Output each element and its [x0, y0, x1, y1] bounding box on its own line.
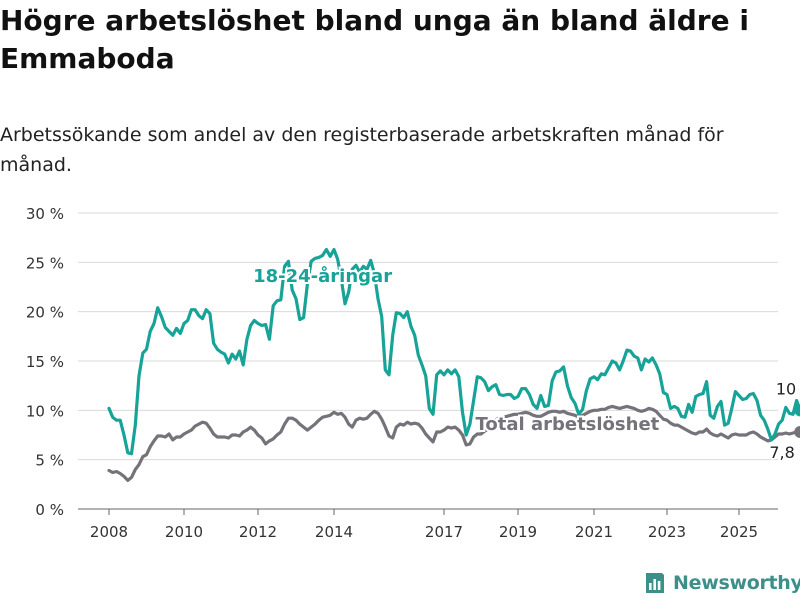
- y-tick-label: 20 %: [26, 304, 64, 322]
- y-tick-label: 15 %: [26, 353, 64, 371]
- x-axis: 2008 2010 2012 2014 2017 2019 2021 2023 2025: [90, 509, 758, 541]
- x-tick-label: 2019: [499, 523, 537, 541]
- total-end-value-label: 7,8 %: [769, 443, 800, 462]
- x-tick-label: 2010: [165, 523, 203, 541]
- x-tick-label: 2025: [720, 523, 758, 541]
- youth-end-value-label: 10 %: [776, 379, 800, 398]
- newsworthy-branding: Newsworthy: [643, 568, 800, 598]
- total-series-label: Total arbetslöshet: [476, 414, 660, 435]
- x-tick-label: 2014: [315, 523, 353, 541]
- youth-series-label: 18-24-åringar: [253, 265, 392, 287]
- x-tick-label: 2012: [239, 523, 277, 541]
- y-tick-label: 5 %: [35, 452, 64, 470]
- x-tick-label: 2017: [425, 523, 463, 541]
- newsworthy-logo-icon: [646, 573, 664, 593]
- total-end-point: [794, 426, 800, 439]
- gridlines: [78, 212, 778, 510]
- youth-end-point: [794, 404, 800, 417]
- x-tick-label: 2008: [90, 523, 128, 541]
- brand-name: Newsworthy: [673, 572, 800, 594]
- x-tick-label: 2023: [648, 523, 686, 541]
- youth-series-line: [107, 247, 800, 456]
- series-lines: [107, 247, 800, 482]
- chart-title: Högre arbetslöshet bland unga än bland ä…: [0, 4, 749, 75]
- y-tick-label: 10 %: [26, 402, 64, 420]
- y-axis-ticks: 0 % 5 % 10 % 15 % 20 % 25 % 30 %: [26, 205, 64, 519]
- y-tick-label: 25 %: [26, 254, 64, 272]
- y-tick-label: 30 %: [26, 205, 64, 223]
- total-series-line: [107, 404, 800, 482]
- y-tick-label: 0 %: [35, 501, 64, 519]
- x-tick-label: 2021: [575, 523, 613, 541]
- chart-subtitle: Arbetssökande som andel av den registerb…: [0, 124, 724, 176]
- series-labels: 18-24-åringar Total arbetslöshet 10 % 7,8 %: [251, 263, 800, 463]
